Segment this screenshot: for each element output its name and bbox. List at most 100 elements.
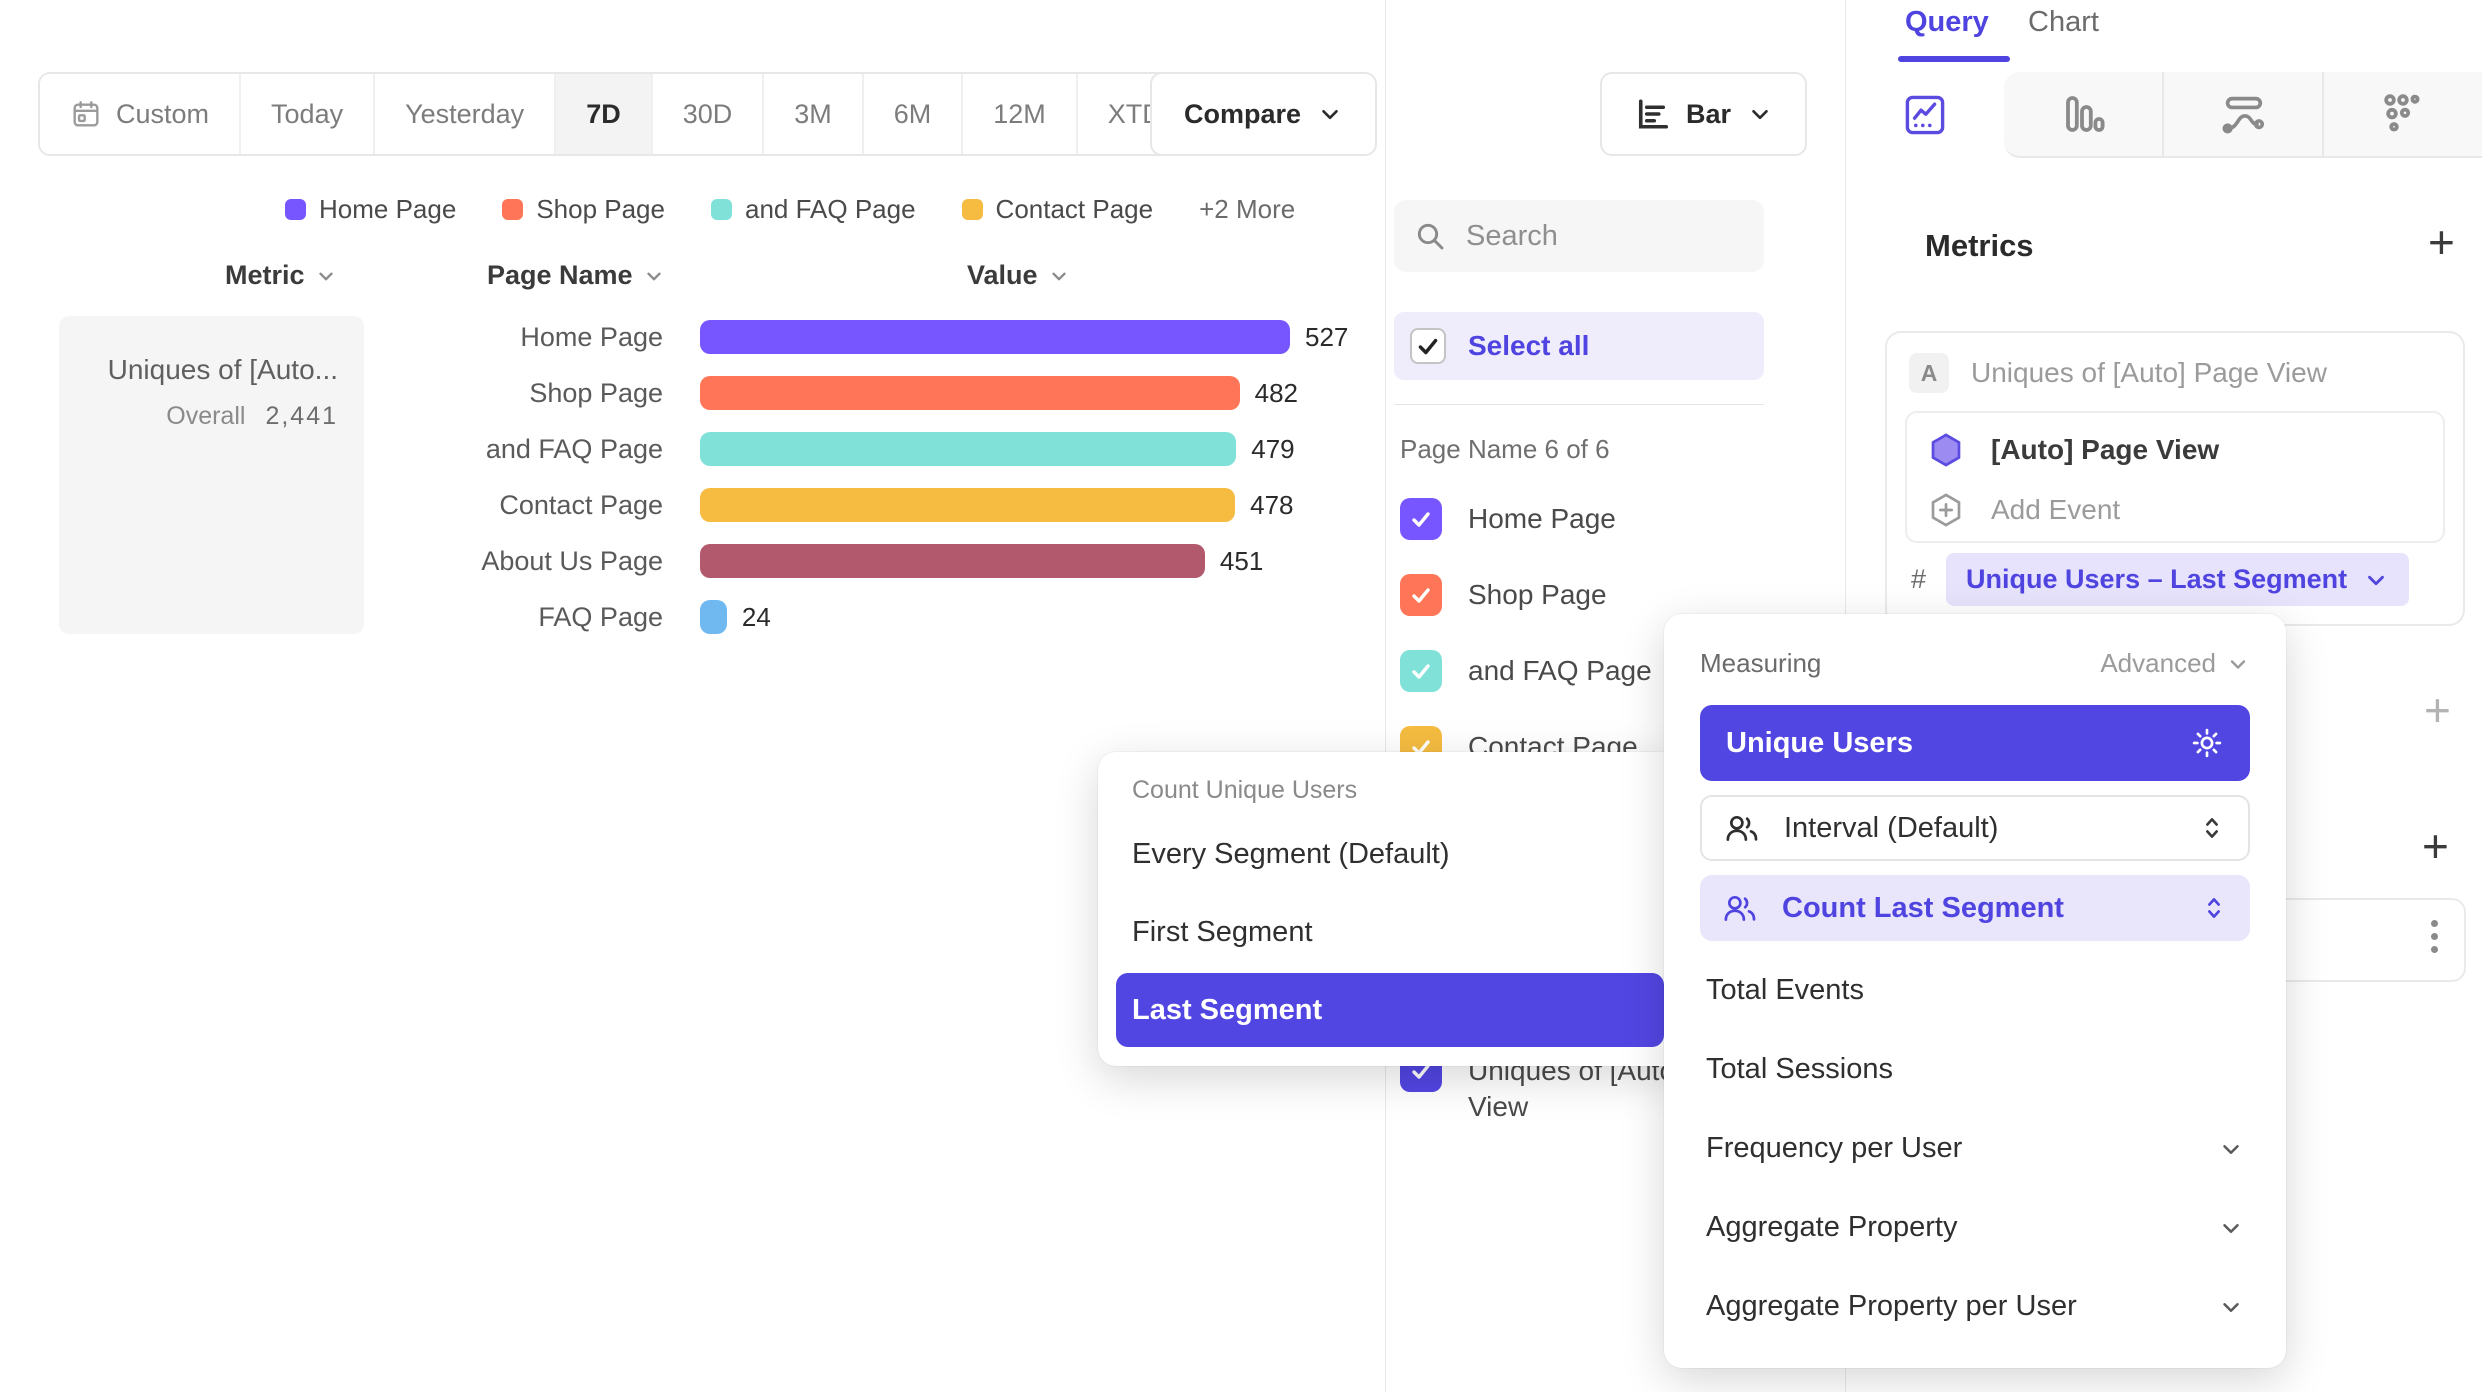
bar-label: Home Page: [520, 321, 663, 352]
menu-item-frequency-per-user[interactable]: Frequency per User: [1700, 1109, 2250, 1188]
legend-swatch: [502, 199, 524, 220]
menu-item-aggregate-property[interactable]: Aggregate Property: [1700, 1188, 2250, 1267]
menu-item-aggregate-property-per-user[interactable]: Aggregate Property per User: [1700, 1267, 2250, 1346]
chart-row: and FAQ Page 479: [0, 432, 1348, 466]
chart-row: FAQ Page 24: [0, 600, 1348, 634]
column-header-metric[interactable]: Metric: [225, 260, 337, 291]
metrics-heading: Metrics: [1925, 228, 2034, 263]
chart-type-tabs: [1846, 72, 2482, 158]
chart-row: Shop Page 482: [0, 376, 1348, 410]
panel-divider: [1385, 0, 1386, 1392]
metric-cell: Uniques of [Auto... Overall 2,441: [59, 316, 364, 634]
compare-button[interactable]: Compare: [1150, 72, 1378, 156]
calendar-icon: [70, 98, 102, 130]
date-range-today[interactable]: Today: [241, 74, 376, 154]
menu-item-every-segment[interactable]: Every Segment (Default): [1132, 837, 1450, 870]
date-range-3m[interactable]: 3M: [764, 74, 864, 154]
kebab-menu-icon[interactable]: [2431, 920, 2438, 953]
bar-about-us-page[interactable]: [700, 544, 1205, 578]
column-header-page-name[interactable]: Page Name: [487, 260, 665, 291]
divider: [1394, 404, 1764, 405]
metric-card-title: Uniques of [Auto] Page View: [1971, 357, 2327, 388]
legend-item[interactable]: Home Page: [285, 194, 456, 225]
horizontal-bar-chart-icon: [1634, 96, 1670, 132]
bar-faq-page[interactable]: [700, 600, 727, 634]
bar-label: and FAQ Page: [485, 433, 663, 464]
date-range-custom[interactable]: Custom: [40, 74, 242, 154]
bar-label: Shop Page: [529, 377, 663, 408]
chart-legend: Home Page Shop Page and FAQ Page Contact…: [285, 194, 1295, 225]
legend-swatch: [961, 199, 983, 220]
up-down-icon: [2200, 893, 2228, 923]
tab-chart[interactable]: Chart: [2028, 6, 2099, 38]
segment-item-home-page[interactable]: Home Page: [1400, 498, 1616, 540]
event-row[interactable]: [Auto] Page View: [1927, 431, 2219, 469]
chevron-down-icon: [2218, 1215, 2244, 1241]
tab-flows-chart[interactable]: [2162, 72, 2322, 158]
checkbox-checked[interactable]: [1400, 498, 1442, 540]
legend-swatch: [710, 199, 732, 220]
search-icon: [1414, 220, 1446, 252]
gear-icon[interactable]: [2190, 726, 2224, 760]
menu-item-last-segment[interactable]: Last Segment: [1116, 973, 1664, 1047]
date-range-yesterday[interactable]: Yesterday: [375, 74, 557, 154]
bar-contact-page[interactable]: [700, 488, 1236, 522]
segment-item-shop-page[interactable]: Shop Page: [1400, 574, 1607, 616]
interval-selector[interactable]: Interval (Default): [1700, 795, 2250, 861]
add-event-button[interactable]: Add Event: [1927, 491, 2120, 529]
legend-swatch: [285, 199, 306, 220]
legend-item[interactable]: Shop Page: [502, 194, 665, 225]
count-last-segment-selector[interactable]: Count Last Segment: [1700, 875, 2250, 941]
add-breakdown-button[interactable]: +: [2422, 820, 2449, 872]
event-card: [Auto] Page View Add Event: [1905, 411, 2445, 543]
select-all-row[interactable]: Select all: [1394, 312, 1764, 380]
chart-row: Contact Page 478: [0, 488, 1348, 522]
date-range-30d[interactable]: 30D: [652, 74, 765, 154]
checkbox-checked[interactable]: [1400, 650, 1442, 692]
bar-shop-page[interactable]: [700, 376, 1240, 410]
add-filter-button[interactable]: +: [2424, 684, 2451, 736]
chevron-down-icon: [1048, 265, 1070, 287]
bar-value: 451: [1219, 545, 1264, 576]
hash-icon: #: [1911, 564, 1927, 594]
column-header-value[interactable]: Value: [967, 260, 1070, 291]
date-range-12m[interactable]: 12M: [963, 74, 1078, 154]
segment-search[interactable]: [1394, 200, 1764, 272]
legend-more[interactable]: +2 More: [1199, 194, 1296, 224]
metric-name: Uniques of [Auto...: [107, 354, 338, 385]
measuring-menu: Measuring Advanced Unique Users Interval…: [1664, 614, 2286, 1368]
add-metric-button[interactable]: +: [2428, 216, 2455, 268]
measure-selector[interactable]: Unique Users – Last Segment: [1946, 553, 2410, 606]
menu-item-total-sessions[interactable]: Total Sessions: [1706, 1053, 1893, 1085]
bar-and-faq-page[interactable]: [700, 432, 1237, 466]
chevron-down-icon: [2363, 567, 2389, 593]
advanced-toggle[interactable]: Advanced: [2100, 648, 2250, 679]
bar-label: About Us Page: [481, 545, 663, 576]
tab-retention-chart[interactable]: [2322, 72, 2482, 158]
select-all-checkbox[interactable]: [1410, 328, 1446, 364]
segment-item-and-faq-page[interactable]: and FAQ Page: [1400, 650, 1652, 692]
bar-value: 482: [1254, 377, 1298, 408]
bar-chart: Home Page 527 Shop Page 482 and FAQ Page…: [0, 320, 1348, 634]
active-tab-underline: [1898, 56, 2010, 62]
menu-item-first-segment[interactable]: First Segment: [1132, 915, 1313, 948]
legend-item[interactable]: Contact Page: [961, 194, 1153, 225]
date-range-7d[interactable]: 7D: [556, 74, 653, 154]
tab-query[interactable]: Query: [1905, 6, 1989, 38]
legend-item[interactable]: and FAQ Page: [710, 194, 916, 225]
chevron-down-icon: [2226, 652, 2250, 676]
chart-type-button[interactable]: Bar: [1600, 72, 1808, 156]
tab-funnels-chart[interactable]: [2004, 72, 2162, 158]
chevron-down-icon: [1317, 101, 1343, 127]
users-icon: [1722, 892, 1758, 924]
tab-insights-chart[interactable]: [1846, 72, 2004, 158]
bar-home-page[interactable]: [700, 320, 1290, 354]
search-input[interactable]: [1464, 218, 1704, 254]
menu-item-total-events[interactable]: Total Events: [1706, 974, 1864, 1006]
menu-item-unique-users-selected[interactable]: Unique Users: [1700, 705, 2250, 781]
count-unique-users-menu: Count Unique Users Every Segment (Defaul…: [1098, 752, 1682, 1066]
date-range-label: Custom: [116, 98, 210, 129]
date-range-6m[interactable]: 6M: [863, 74, 964, 154]
checkbox-checked[interactable]: [1400, 574, 1442, 616]
